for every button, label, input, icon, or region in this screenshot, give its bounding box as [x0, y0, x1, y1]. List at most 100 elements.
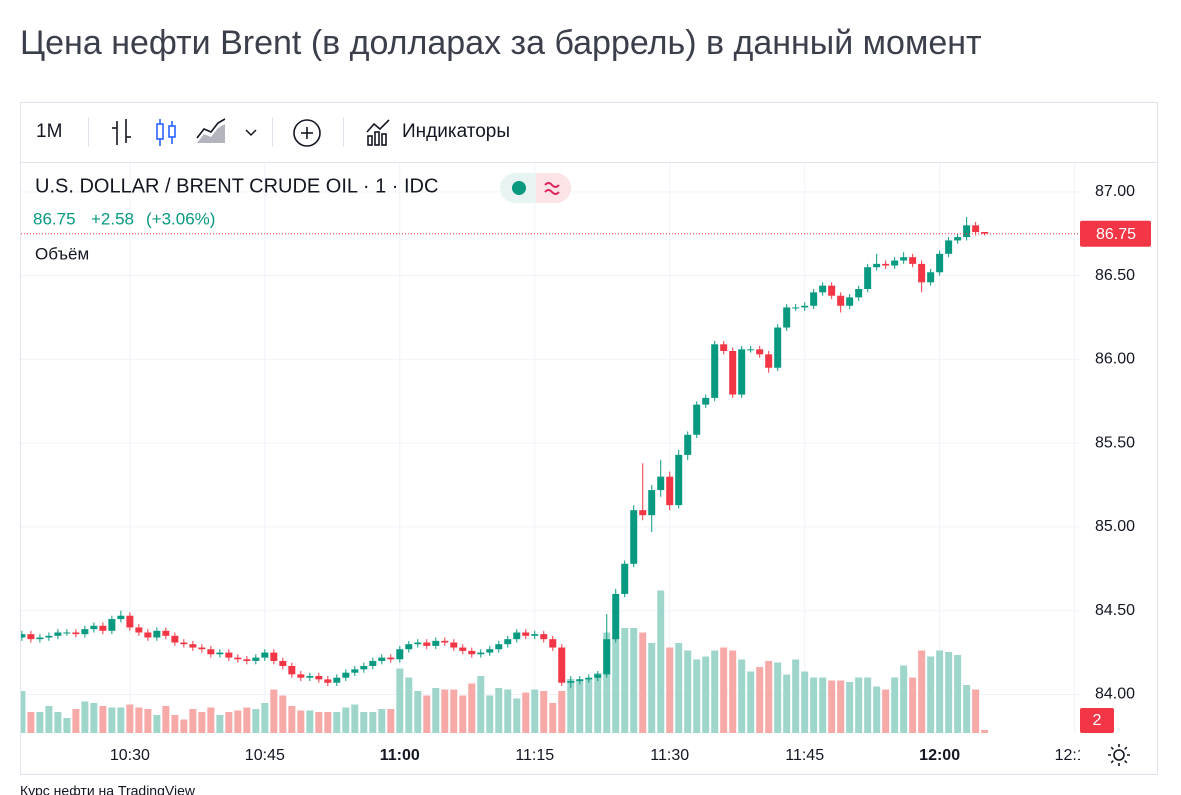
volume-layer	[21, 590, 989, 733]
volume-bar	[252, 709, 260, 733]
candle-body	[171, 635, 179, 643]
bars-icon[interactable]	[112, 119, 131, 145]
candle-body	[387, 657, 395, 660]
chart-type-dropdown[interactable]	[245, 129, 257, 137]
candle-body	[495, 644, 503, 650]
volume-bar	[801, 671, 809, 733]
y-tick-label: 86.50	[1095, 267, 1135, 284]
last-price-box	[1080, 220, 1151, 247]
volume-bar	[684, 650, 692, 733]
compare-button[interactable]	[293, 119, 321, 147]
volume-bar	[27, 712, 35, 733]
legend: U.S. DOLLAR / BRENT CRUDE OIL · 1 · IDC …	[33, 173, 571, 263]
volume-bar	[279, 695, 287, 733]
candle-body	[936, 253, 944, 273]
volume-bar	[603, 632, 611, 733]
candle-body	[477, 652, 485, 655]
x-tick-label: 10:30	[110, 747, 150, 764]
overlay: 86.75 2	[21, 220, 1151, 733]
volume-bar	[954, 655, 962, 733]
candle-body	[288, 665, 296, 675]
candle-body	[729, 351, 737, 395]
candle-body	[630, 510, 638, 564]
candle-body	[846, 297, 854, 306]
area-icon[interactable]	[196, 118, 226, 143]
volume-bar	[585, 679, 593, 733]
volume-bar	[477, 676, 485, 733]
volume-bar	[261, 703, 269, 733]
candle-body	[342, 672, 350, 678]
volume-bar	[819, 677, 827, 733]
volume-bar	[405, 677, 413, 733]
delayed-icon	[544, 182, 560, 195]
volume-bar	[909, 677, 917, 733]
x-tick-label: 10:45	[245, 747, 285, 764]
volume-bar	[918, 650, 926, 733]
volume-bar	[360, 712, 368, 733]
candle-body	[36, 637, 44, 640]
candle-body	[441, 640, 449, 643]
volume-bar	[90, 703, 98, 733]
candle-body	[783, 307, 791, 328]
volume-legend: Объём	[35, 244, 89, 263]
volume-bar	[558, 691, 566, 733]
interval-button[interactable]: 1M	[36, 121, 62, 142]
volume-bar	[981, 730, 989, 733]
volume-bar	[135, 707, 143, 733]
candle-body	[333, 677, 341, 683]
candle-body	[891, 260, 899, 266]
candle-body	[504, 639, 512, 645]
candle-body	[657, 476, 665, 491]
grid	[21, 163, 1080, 733]
candle-body	[828, 285, 836, 296]
volume-bar	[126, 704, 134, 733]
page-title: Цена нефти Brent (в долларах за баррель)…	[20, 24, 982, 62]
candle-body	[423, 642, 431, 646]
candle-body	[711, 344, 719, 398]
indicators-button[interactable]: Индикаторы	[402, 121, 510, 142]
candle-body	[432, 640, 440, 646]
candle-body	[162, 630, 170, 636]
volume-bar	[648, 643, 656, 733]
volume-bar	[900, 665, 908, 733]
volume-bar	[180, 719, 188, 733]
candle-body	[72, 632, 80, 635]
candle-body	[360, 665, 368, 670]
candle-body	[963, 225, 971, 238]
volume-bar	[387, 709, 395, 733]
volume-bar	[837, 680, 845, 733]
volume-bar	[756, 667, 764, 733]
volume-bar	[927, 656, 935, 733]
volume-bar	[351, 704, 359, 733]
volume-bar	[711, 650, 719, 733]
candle-body	[567, 681, 575, 683]
candle-body	[198, 647, 206, 650]
indicators-icon[interactable]	[366, 119, 390, 146]
candle-body	[306, 676, 314, 678]
volume-bar	[549, 703, 557, 733]
candle-body	[81, 629, 89, 635]
volume-bar	[774, 662, 782, 733]
volume-bar	[630, 628, 638, 733]
volume-bar	[414, 691, 422, 733]
volume-bar	[810, 677, 818, 733]
volume-bar	[621, 628, 629, 733]
candle-body	[54, 632, 62, 636]
candle-body	[279, 660, 287, 666]
volume-bar	[846, 682, 854, 733]
volume-bar	[891, 677, 899, 733]
candles-icon[interactable]	[156, 119, 176, 146]
volume-bar	[720, 647, 728, 733]
volume-bar	[63, 718, 71, 733]
volume-bar	[963, 685, 971, 733]
candle-body	[648, 490, 656, 516]
candle-body	[531, 634, 539, 636]
symbol-label: U.S. DOLLAR / BRENT CRUDE OIL · 1 · IDC	[35, 175, 438, 197]
legend-last-price: 86.75	[33, 209, 76, 228]
last-volume-label: 2	[1093, 712, 1102, 729]
candle-body	[207, 649, 215, 655]
footer-attribution[interactable]: Курс нефти на TradingView	[20, 783, 196, 795]
candle-body	[720, 344, 728, 351]
settings-icon[interactable]	[1108, 744, 1130, 766]
candle-body	[396, 649, 404, 660]
